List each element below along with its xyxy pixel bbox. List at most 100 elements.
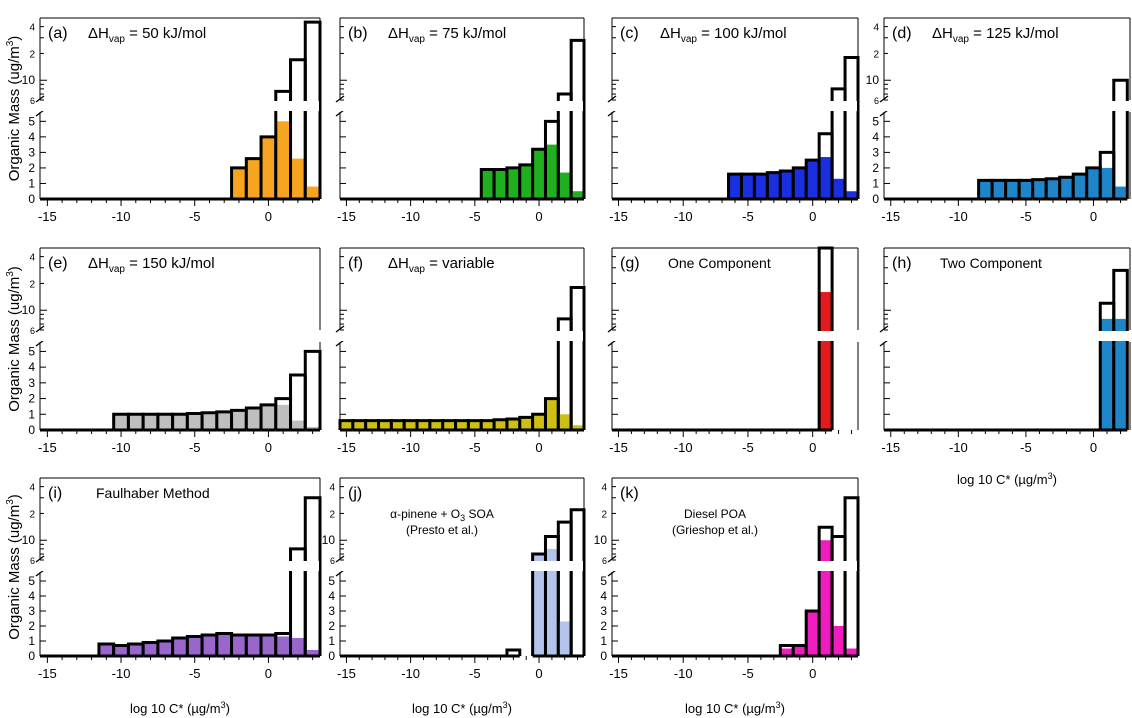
axis-break-mark <box>879 95 889 103</box>
bar-particle <box>455 420 469 430</box>
axis-break-gap <box>341 101 583 111</box>
bar-particle <box>494 169 507 199</box>
y-tick-label-lower: 5 <box>28 344 35 358</box>
bar-total <box>303 496 322 656</box>
x-axis-label-sup: 3 <box>1048 471 1053 481</box>
y-tick-label-upper: 6 <box>330 556 335 566</box>
y-axis-label: Organic Mass (ug/m3) <box>5 494 23 640</box>
y-tick-label-upper: 10 <box>22 533 36 547</box>
bar-particle <box>506 419 520 430</box>
axis-break-gap <box>41 561 319 571</box>
axis-break-mark <box>35 325 45 333</box>
bar-particle <box>545 144 559 199</box>
y-tick-label-upper: 4 <box>873 23 879 34</box>
x-axis-label-sup: 3 <box>503 700 508 710</box>
label-subscript: vap <box>409 34 426 45</box>
y-tick-label-upper: 6 <box>30 556 35 566</box>
bar-particle <box>767 172 781 199</box>
axis-break-gap <box>613 101 857 111</box>
y-tick-label-lower: 3 <box>328 604 335 618</box>
x-tick-label: -10 <box>112 666 131 681</box>
label-subscript: vap <box>109 264 126 275</box>
y-tick-label-lower: 4 <box>28 360 35 374</box>
bar-particle <box>172 638 188 656</box>
y-tick-label-lower: 5 <box>872 114 879 128</box>
bar-particle <box>481 169 495 199</box>
bar-particle <box>780 648 794 656</box>
bar-particle <box>992 180 1006 199</box>
y-tick-label-lower: 5 <box>28 574 35 588</box>
panel-tag: (d) <box>892 25 912 42</box>
y-tick-label-upper: 6 <box>874 96 879 106</box>
x-axis-label-close: ) <box>226 701 230 716</box>
y-tick-label-lower: 3 <box>600 604 607 618</box>
x-tick-label: -5 <box>742 440 754 455</box>
axis-break-gap <box>885 331 1129 341</box>
bar-particle <box>352 420 366 430</box>
panel-label-line: (Grieshop et al.) <box>672 523 758 537</box>
axis-break-gap <box>341 331 583 341</box>
label-main: ΔH <box>88 25 109 42</box>
bar-particle <box>246 408 262 430</box>
bar-particle <box>832 178 846 199</box>
y-tick-label-lower: 4 <box>872 130 879 144</box>
bar-particle <box>404 420 418 430</box>
y-tick-label-upper: 4 <box>29 253 35 264</box>
x-axis-label-close: ) <box>781 701 785 716</box>
bar-particle <box>290 420 306 430</box>
bar-particle <box>417 420 430 430</box>
y-tick-label-lower: 1 <box>28 407 35 421</box>
axis-break-mark <box>607 325 617 333</box>
bar-particle <box>558 172 572 199</box>
axis-break-mark <box>607 95 617 103</box>
x-tick-label: -15 <box>38 666 57 681</box>
axis-break-mark <box>35 555 45 563</box>
x-tick-label: 0 <box>265 440 272 455</box>
bar-particle <box>231 635 247 656</box>
y-axis-label-close: ) <box>6 494 23 499</box>
x-tick-label: -10 <box>674 666 693 681</box>
bar-particle <box>1005 180 1020 199</box>
bar-particle <box>365 420 379 430</box>
y-tick-label-upper: 6 <box>602 556 607 566</box>
x-tick-label: -10 <box>949 440 968 455</box>
bar-particle <box>261 136 276 199</box>
bar-particle <box>305 650 320 656</box>
bar-particle <box>481 420 495 430</box>
label-rest: SOA <box>465 507 494 521</box>
bar-particle <box>442 420 456 430</box>
x-tick-label: -5 <box>469 209 481 224</box>
x-tick-label: -5 <box>742 209 754 224</box>
bar-particle <box>468 420 482 430</box>
bar-total <box>1112 78 1129 199</box>
x-tick-label: -15 <box>38 209 57 224</box>
bar-particle <box>216 411 232 430</box>
x-tick-label: -15 <box>337 209 356 224</box>
x-tick-label: -15 <box>337 666 356 681</box>
bar-particle <box>845 191 858 199</box>
y-tick-label-upper: 2 <box>601 509 607 520</box>
x-tick-label: -5 <box>469 440 481 455</box>
y-tick-label-lower: 4 <box>328 589 335 603</box>
label-subscript: vap <box>409 264 426 275</box>
y-tick-label-upper: 2 <box>29 279 35 290</box>
chart-panel-g: -15 -10 -5 0 (g) One Component <box>607 246 859 455</box>
x-axis-label: log 10 C* (µg/m3) <box>957 471 1057 487</box>
bar-particle <box>261 404 276 430</box>
x-tick-label: -10 <box>674 209 693 224</box>
y-tick-label-lower: 1 <box>28 176 35 190</box>
axis-break-gap <box>613 331 857 341</box>
y-axis-label-sup: 3 <box>5 40 16 46</box>
bar-particle <box>832 626 846 656</box>
x-tick-label: 0 <box>809 666 816 681</box>
y-tick-label-upper: 6 <box>30 96 35 106</box>
bar-particle <box>1100 318 1114 430</box>
bar-particle <box>113 645 129 656</box>
y-tick-label-lower: 1 <box>28 634 35 648</box>
panel-label: Faulhaber Method <box>96 485 210 501</box>
panel-tag: (a) <box>48 25 68 42</box>
